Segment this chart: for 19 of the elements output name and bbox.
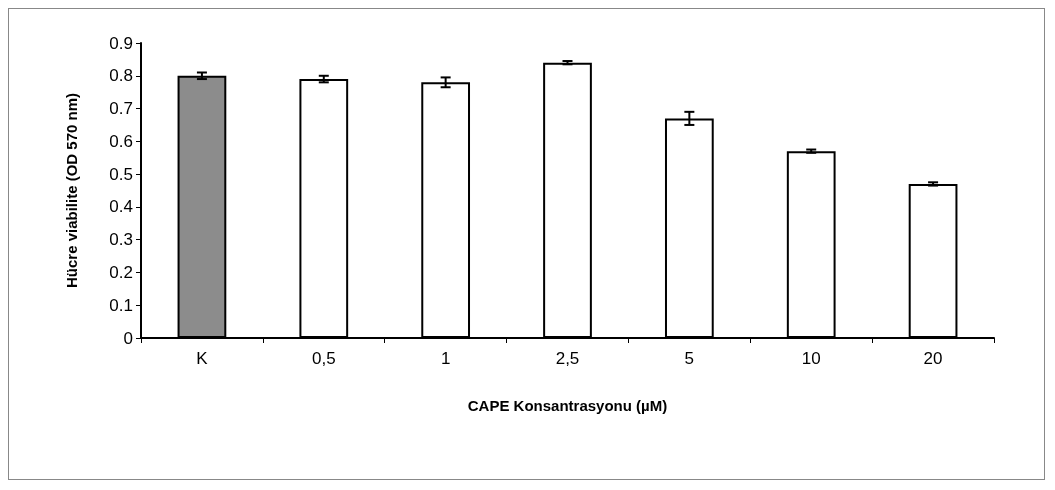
x-tick-label: K <box>196 349 209 368</box>
y-tick-label: 0.2 <box>109 262 133 282</box>
y-tick-label: 0.4 <box>109 197 133 217</box>
y-tick-label: 0.6 <box>109 131 133 151</box>
x-axis-title: CAPE Konsantrasyonu (µM) <box>467 397 668 414</box>
x-tick-label: 0,5 <box>311 349 336 368</box>
y-tick-label: 0.1 <box>109 295 133 315</box>
x-tick-label: 1 <box>440 349 451 368</box>
y-tick-label: 0.8 <box>109 66 133 86</box>
y-tick-label: 0.5 <box>109 164 133 184</box>
x-tick-label: 20 <box>923 349 943 368</box>
y-axis-title: Hücre viabilite (OD 570 nm) <box>63 92 80 289</box>
y-tick-label: 0.9 <box>109 33 133 53</box>
y-tick-label: 0 <box>123 328 133 348</box>
y-tick-label: 0.3 <box>109 230 133 250</box>
x-tick-label: 2,5 <box>555 349 580 368</box>
x-tick-label: 5 <box>684 349 695 368</box>
x-tick-label: 10 <box>801 349 821 368</box>
y-tick-label: 0.7 <box>109 99 133 119</box>
